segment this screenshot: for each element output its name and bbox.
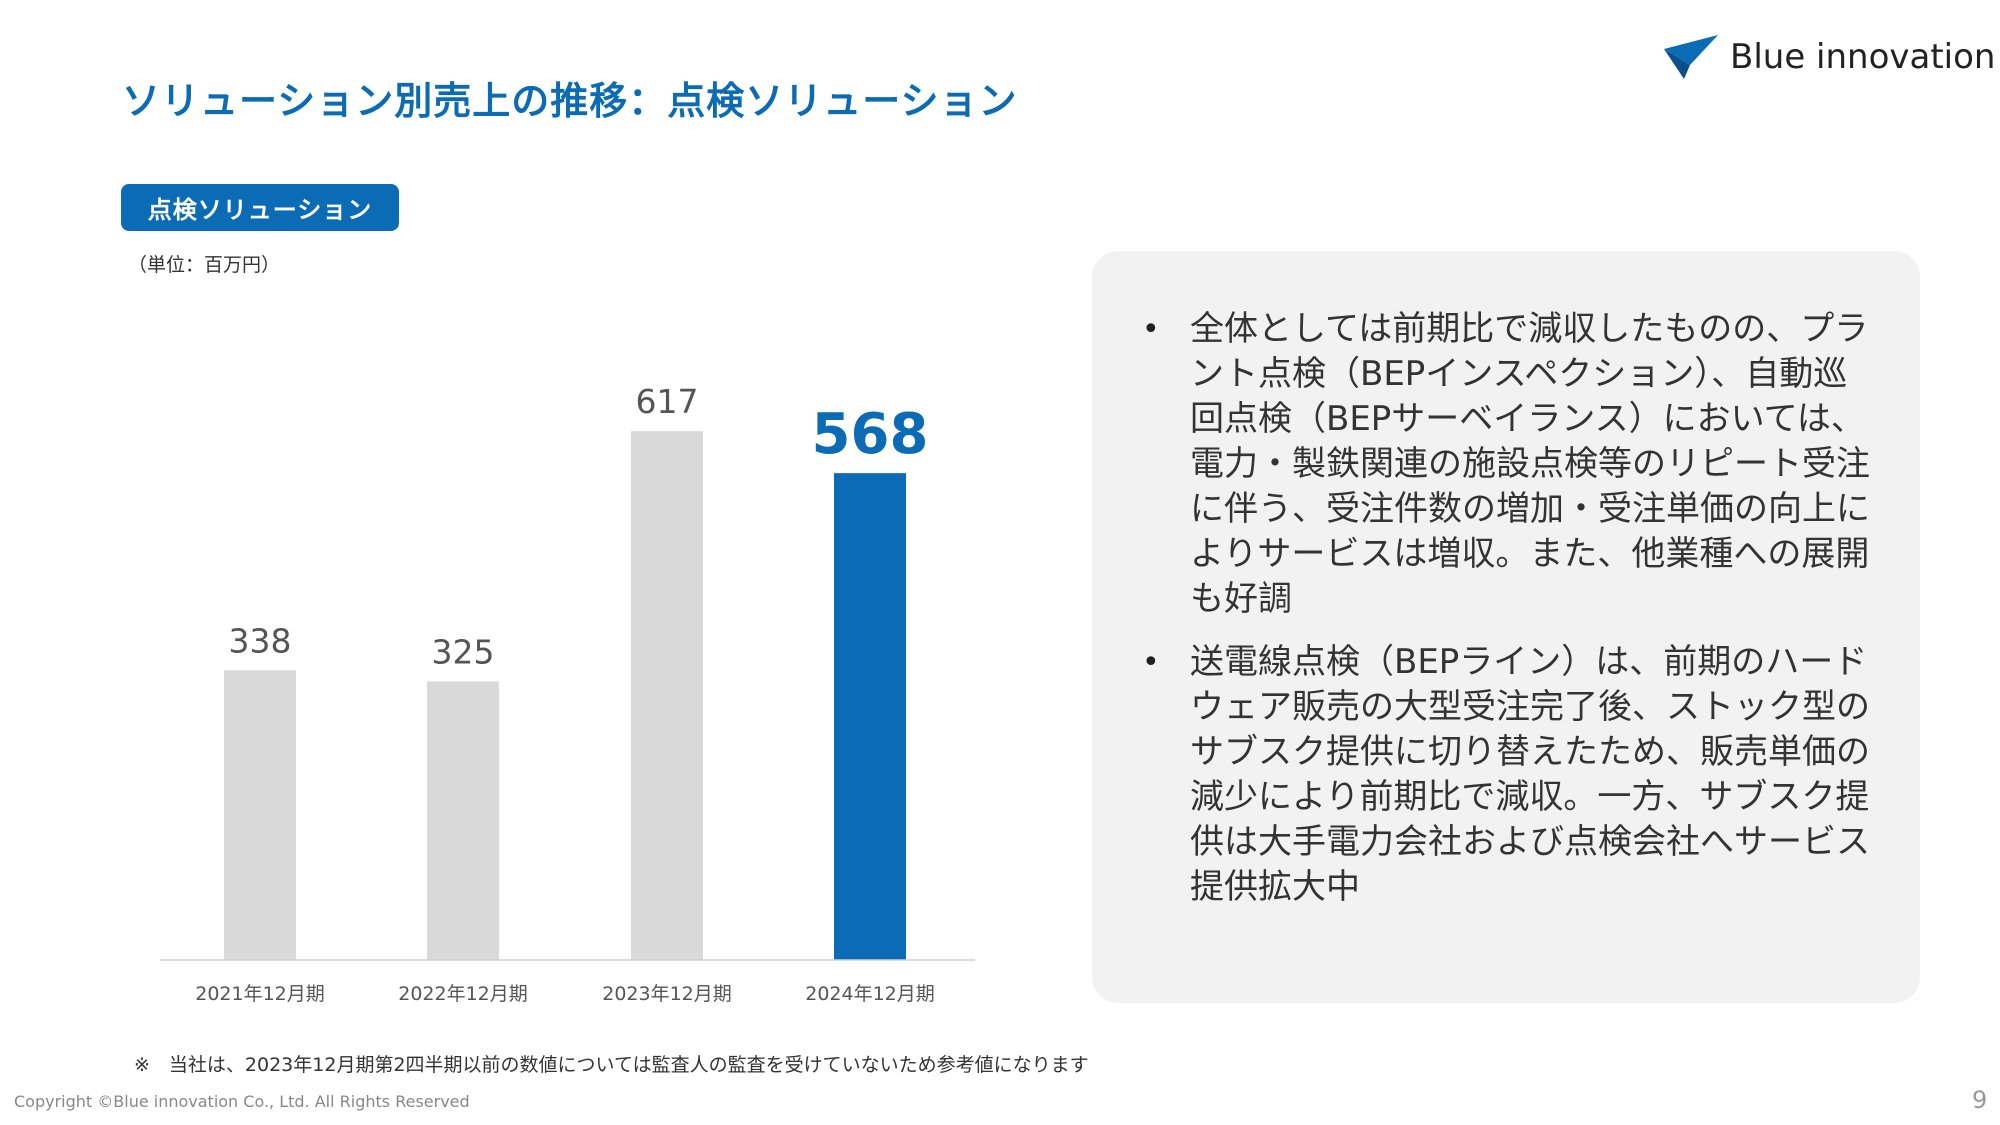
data-label-2023年12月期: 617 xyxy=(636,382,699,421)
bar-2024年12月期 xyxy=(834,473,906,960)
commentary-bullet: • 全体としては前期比で減収したものの、プラント点検（BEPインスペクション）、… xyxy=(1142,307,1880,622)
bullet-dot: • xyxy=(1142,645,1160,680)
bar-chart: 338 325 617 568 2021年12月期 2022年12月期 2023年12月期… xyxy=(160,382,975,1005)
bar-2022年12月期 xyxy=(427,681,499,960)
bullet-dot: • xyxy=(1142,312,1160,347)
x-tick-label: 2021年12月期 xyxy=(195,983,325,1005)
bullet-text: 全体としては前期比で減収したものの、プラント点検（BEPインスペクション）、自動… xyxy=(1190,309,1870,619)
logo-text: Blue innovation xyxy=(1730,37,1996,77)
page-title: ソリューション別売上の推移：点検ソリューション xyxy=(122,79,1018,123)
company-logo: Blue innovation xyxy=(1662,32,1995,82)
x-tick-labels-layer: 2021年12月期 2022年12月期 2023年12月期 2024年12月期 xyxy=(195,983,935,1005)
data-labels-layer: 338 325 617 568 xyxy=(229,382,929,671)
x-tick-label: 2022年12月期 xyxy=(398,983,528,1005)
bars-layer xyxy=(224,431,906,961)
unit-label: （単位：百万円） xyxy=(128,254,281,276)
data-label-2024年12月期: 568 xyxy=(812,402,929,467)
commentary-bullet: • 送電線点検（BEPライン）は、前期のハードウェア販売の大型受注完了後、ストッ… xyxy=(1142,640,1880,910)
bar-2023年12月期 xyxy=(631,431,703,961)
x-tick-label: 2024年12月期 xyxy=(805,983,935,1005)
paper-plane-logo-icon xyxy=(1664,35,1718,79)
section-badge: 点検ソリューション xyxy=(121,184,399,231)
data-label-2021年12月期: 338 xyxy=(229,621,292,660)
bar-2021年12月期 xyxy=(224,670,296,960)
x-tick-label: 2023年12月期 xyxy=(602,983,732,1005)
page-number: 9 xyxy=(1972,1086,1988,1114)
footnote: ※ 当社は、2023年12月期第2四半期以前の数値については監査人の監査を受けて… xyxy=(134,1054,1089,1076)
copyright: Copyright ©Blue innovation Co., Ltd. All… xyxy=(14,1092,470,1111)
commentary-panel: • 全体としては前期比で減収したものの、プラント点検（BEPインスペクション）、… xyxy=(1092,251,1920,1003)
data-label-2022年12月期: 325 xyxy=(432,632,495,671)
bullet-text: 送電線点検（BEPライン）は、前期のハードウェア販売の大型受注完了後、ストック型… xyxy=(1190,642,1870,907)
